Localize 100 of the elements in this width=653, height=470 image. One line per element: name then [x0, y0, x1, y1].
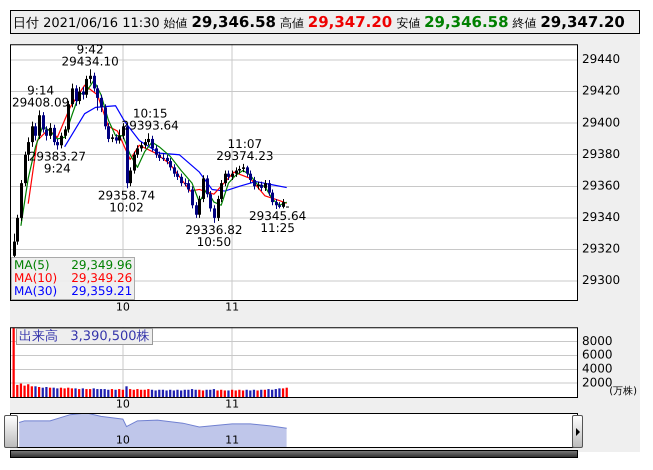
text: 終値 29,347.20: [512, 13, 625, 31]
bar: [224, 390, 226, 397]
candlestick: [34, 122, 37, 142]
candlestick: [118, 128, 121, 144]
x-tick-label: 10: [116, 397, 130, 410]
annotation: 29358.74 10:02: [98, 188, 156, 214]
bar: [78, 389, 80, 397]
bar: [12, 328, 15, 397]
bar: [129, 389, 132, 397]
candlestick: [227, 170, 230, 180]
candlestick: [89, 68, 92, 84]
chart-title: 日付 2021/06/16 11:30: [13, 16, 160, 31]
annotation: 9:14 29408.09: [12, 84, 70, 110]
bar: [172, 390, 175, 397]
bar: [107, 390, 110, 397]
y-tick-label: 29320: [582, 242, 620, 256]
x-tick-label: 11: [225, 397, 240, 410]
y-tick-label: 29400: [582, 115, 620, 130]
bar: [27, 384, 30, 397]
y-tick-label: 29340: [582, 210, 620, 224]
bar: [198, 390, 200, 397]
y-tick-label: 8000: [582, 334, 613, 348]
candlestick: [115, 134, 118, 144]
candlestick: [38, 110, 41, 140]
candlestick: [155, 144, 158, 158]
bar: [154, 390, 157, 397]
bar: [180, 390, 182, 397]
bar: [169, 390, 172, 397]
candlestick: [213, 204, 216, 224]
annotation: 11:07 29374.23: [216, 136, 274, 163]
bar: [56, 388, 58, 397]
bar: [42, 388, 44, 397]
bar: [158, 390, 160, 397]
candlestick: [140, 142, 143, 152]
bar: [234, 390, 237, 397]
bar: [220, 390, 222, 397]
bar: [144, 390, 146, 397]
bar: [286, 388, 288, 397]
candlestick: [180, 173, 183, 187]
candlestick: [282, 198, 285, 209]
annotation: 29,349.26: [71, 271, 132, 285]
bar: [264, 390, 266, 397]
annotation: 9:42 29434.10: [61, 42, 119, 68]
candlestick: [49, 122, 52, 140]
candlestick: [195, 202, 198, 218]
candlestick: [151, 135, 154, 152]
candlestick: [224, 170, 227, 187]
bar: [48, 388, 52, 397]
bar: [82, 388, 84, 397]
candlestick: [187, 179, 190, 194]
y-tick-label: 29420: [582, 84, 620, 98]
candlestick: [264, 179, 267, 192]
candlestick: [275, 198, 278, 210]
bar: [104, 389, 106, 397]
candlestick: [253, 176, 256, 190]
candlestick: [202, 174, 205, 203]
annotation: 29345.64 11:25: [248, 209, 306, 236]
bar: [60, 388, 62, 397]
bar: [194, 390, 197, 397]
candlestick: [249, 170, 252, 184]
candlestick: [260, 181, 263, 192]
bar: [67, 388, 70, 397]
annotation: 29336.82 10:50: [185, 223, 243, 250]
candlestick: [78, 86, 81, 105]
candlestick: [169, 157, 172, 172]
bar: [271, 390, 274, 397]
chart-title: 出来高 3,390,500株: [16, 328, 153, 346]
bar: [122, 390, 124, 397]
y-tick-label: 29300: [582, 273, 620, 288]
annotation: 29,359.21: [71, 284, 132, 298]
y-axis-title: (万株): [609, 386, 637, 397]
y-tick-label: 29380: [582, 146, 620, 161]
x-tick-label: 11: [225, 433, 240, 446]
y-tick-label: 29360: [582, 178, 620, 192]
candlestick: [129, 166, 132, 187]
text: 始値 29,346.58: [164, 13, 276, 31]
text: 高値 29,347.20: [280, 13, 392, 31]
bar: [246, 390, 248, 397]
x-tick-label: 10: [116, 433, 130, 446]
bar: [38, 386, 40, 397]
bar: [249, 390, 252, 397]
bar: [184, 390, 186, 397]
text: MA(10): [14, 271, 58, 285]
y-tick-label: 29440: [582, 52, 620, 66]
bar: [274, 389, 277, 397]
candlestick: [173, 164, 176, 178]
bar: [260, 390, 262, 397]
candlestick: [100, 94, 103, 113]
bar: [118, 389, 120, 397]
bar: [132, 390, 135, 397]
y-tick-label: 4000: [582, 361, 613, 376]
candlestick: [147, 132, 150, 146]
x-tick-label: 11: [225, 300, 240, 314]
text: MA(30): [14, 284, 58, 298]
candlestick: [198, 195, 201, 218]
candlestick: [75, 84, 78, 106]
bar: [30, 386, 33, 397]
text: 安値 29,346.58: [396, 13, 509, 31]
candlestick: [60, 132, 63, 149]
candlestick: [71, 83, 74, 108]
